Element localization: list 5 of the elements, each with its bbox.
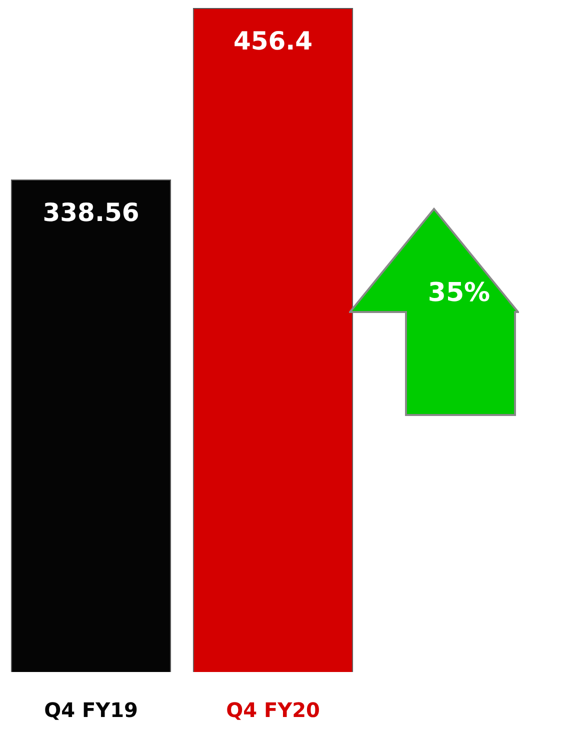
data-label: 338.56 (42, 198, 140, 227)
text: 35% (426, 278, 492, 308)
x-tick-label: Q4 FY19 (44, 698, 138, 722)
x-tick-label: Q4 FY20 (226, 698, 320, 722)
data-label: 456.4 (233, 26, 313, 56)
